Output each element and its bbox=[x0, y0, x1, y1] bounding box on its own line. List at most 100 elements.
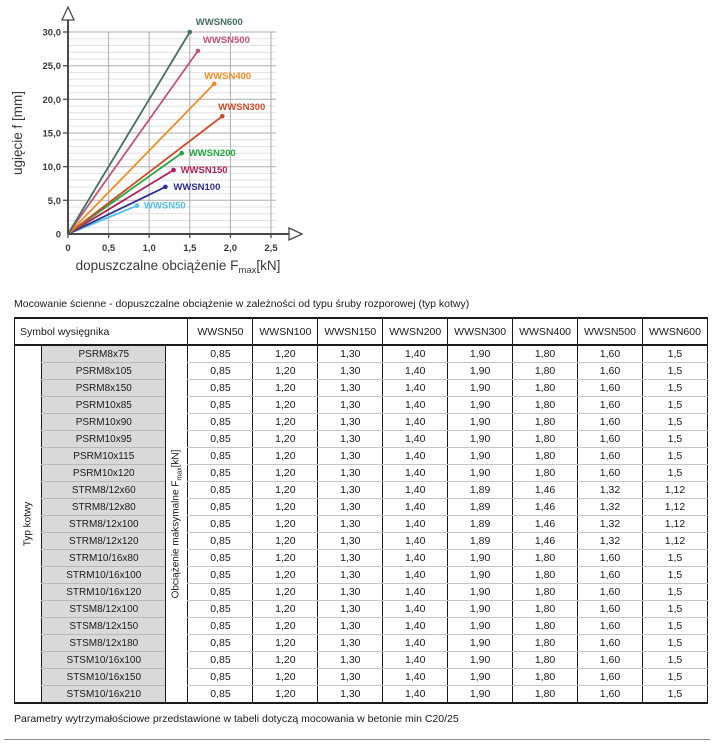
x-tick-label: 0,5 bbox=[102, 243, 116, 254]
x-tick-label: 2,5 bbox=[264, 243, 278, 254]
table-cell: 1,40 bbox=[382, 447, 448, 465]
table-cell: 1,40 bbox=[382, 685, 448, 704]
table-cell: 1,30 bbox=[317, 464, 383, 482]
table-cell: 0,85 bbox=[187, 498, 253, 516]
series-endpoint bbox=[195, 48, 201, 54]
table-cell: 1,90 bbox=[447, 549, 513, 567]
table-cell: 1,80 bbox=[512, 413, 578, 431]
x-tick-label: 1,0 bbox=[143, 243, 156, 254]
table-cell: 1,40 bbox=[382, 362, 448, 380]
anchor-type-label: STRM10/16x80 bbox=[41, 549, 166, 567]
table-row: STSM10/16x100 0,85 1,20 1,30 1,40 1,90 1,80 1,6… bbox=[15, 651, 709, 669]
table-cell: 1,30 bbox=[317, 515, 383, 533]
table-cell: 1,40 bbox=[382, 379, 448, 397]
table-row: STRM8/12x100 0,85 1,20 1,30 1,40 1,89 1,46 1,32… bbox=[15, 515, 709, 533]
table-cell: 1,80 bbox=[512, 583, 578, 601]
series-label: WWSN600 bbox=[196, 17, 243, 28]
table-cell: 1,89 bbox=[447, 532, 513, 550]
table-cell: 1,20 bbox=[252, 498, 318, 516]
series-label: WWSN200 bbox=[189, 148, 236, 159]
table-cell: 1,30 bbox=[317, 617, 383, 635]
table-cell: 1,60 bbox=[577, 430, 643, 448]
table-cell: 1,89 bbox=[447, 515, 513, 533]
table-cell: 1,30 bbox=[317, 481, 383, 499]
table-cell: 1,40 bbox=[382, 566, 448, 584]
table-cell: 1,40 bbox=[382, 549, 448, 567]
table-cell: 1,30 bbox=[317, 447, 383, 465]
series-label: WWSN100 bbox=[173, 182, 220, 193]
series-endpoint bbox=[220, 113, 225, 119]
series-label: WWSN500 bbox=[203, 35, 250, 46]
table-cell: 1,40 bbox=[382, 583, 448, 601]
series-endpoint bbox=[163, 184, 168, 190]
table-cell: 1,60 bbox=[577, 634, 643, 652]
table-row: Typ kotwy PSRM8x75 Obciążenie maksymalne F… bbox=[13, 345, 709, 704]
column-header-WWSN600: WWSN600 bbox=[641, 317, 709, 346]
y-tick-label: 15,0 bbox=[43, 129, 62, 140]
table-cell: 1,80 bbox=[512, 651, 578, 669]
table-cell: 1,40 bbox=[382, 651, 448, 669]
table-cell: 1,5 bbox=[641, 447, 709, 465]
x-tick-label: 1,5 bbox=[183, 243, 197, 254]
table-row: STRM8/12x60 0,85 1,20 1,30 1,40 1,89 1,46 1,32 1… bbox=[15, 481, 709, 499]
anchor-type-label: PSRM10x95 bbox=[41, 430, 166, 448]
table-cell: 1,40 bbox=[382, 515, 448, 533]
table-cell: 1,20 bbox=[252, 549, 318, 567]
table-cell: 1,30 bbox=[317, 396, 383, 414]
table-cell: 1,80 bbox=[512, 430, 578, 448]
series-label: WWSN300 bbox=[218, 102, 265, 113]
table-row: STRM10/16x120 0,85 1,20 1,30 1,40 1,90 1,80 1,6… bbox=[15, 583, 709, 601]
table-cell: 1,40 bbox=[382, 345, 448, 363]
table-cell: 1,40 bbox=[382, 532, 448, 550]
table-cell: 1,90 bbox=[447, 396, 513, 414]
column-header-WWSN100: WWSN100 bbox=[252, 317, 318, 346]
table-cell: 0,85 bbox=[187, 515, 253, 533]
values-group-label: Obciążenie maksymalne Fmax[kN] bbox=[165, 345, 188, 704]
row-group-label: Typ kotwy bbox=[13, 345, 42, 704]
table-cell: 0,85 bbox=[187, 532, 253, 550]
series-line bbox=[67, 83, 215, 235]
table-cell: 1,32 bbox=[577, 532, 643, 550]
table-cell: 1,20 bbox=[252, 617, 318, 635]
series-label: WWSN150 bbox=[181, 165, 228, 176]
table-cell: 0,85 bbox=[187, 447, 253, 465]
table-cell: 0,85 bbox=[187, 566, 253, 584]
table-cell: 1,20 bbox=[252, 583, 318, 601]
table-cell: 0,85 bbox=[187, 430, 253, 448]
table-row: PSRM10x90 0,85 1,20 1,30 1,40 1,90 1,80 1,60 1,5 bbox=[15, 413, 709, 431]
table-row: STSM10/16x210 0,85 1,20 1,30 1,40 1,90 1,80 1,6… bbox=[15, 685, 709, 704]
table-cell: 1,32 bbox=[577, 515, 643, 533]
y-axis-title: ugięcie f [mm] bbox=[10, 91, 25, 175]
table-row: PSRM8x150 0,85 1,20 1,30 1,40 1,90 1,80 1,60 1,5 bbox=[15, 379, 709, 397]
table-cell: 1,60 bbox=[577, 379, 643, 397]
table-cell: 1,30 bbox=[317, 379, 383, 397]
table-cell: 1,5 bbox=[641, 566, 709, 584]
table-row: PSRM8x105 0,85 1,20 1,30 1,40 1,90 1,80 1,60 1,5 bbox=[15, 362, 709, 380]
table-cell: 1,5 bbox=[641, 362, 709, 380]
table-cell: 1,20 bbox=[252, 362, 318, 380]
corner-header: Symbol wysięgnika bbox=[13, 317, 188, 346]
table-cell: 1,5 bbox=[641, 668, 709, 686]
table-cell: 1,30 bbox=[317, 566, 383, 584]
table-cell: 1,30 bbox=[317, 685, 383, 704]
series-line bbox=[67, 186, 166, 235]
table-cell: 0,85 bbox=[187, 685, 253, 704]
table-cell: 1,46 bbox=[512, 481, 578, 499]
table-cell: 1,80 bbox=[512, 617, 578, 635]
y-axis-arrow-icon bbox=[60, 5, 76, 21]
table-cell: 1,32 bbox=[577, 481, 643, 499]
table-cell: 1,20 bbox=[252, 600, 318, 618]
table-cell: 1,60 bbox=[577, 566, 643, 584]
table-cell: 1,60 bbox=[577, 447, 643, 465]
y-tick-label: 25,0 bbox=[43, 61, 62, 72]
table-cell: 1,30 bbox=[317, 651, 383, 669]
table-cell: 1,80 bbox=[512, 549, 578, 567]
table-cell: 1,90 bbox=[447, 668, 513, 686]
table-cell: 1,90 bbox=[447, 379, 513, 397]
table-cell: 1,40 bbox=[382, 413, 448, 431]
anchor-type-label: STSM8/12x100 bbox=[41, 600, 166, 618]
x-tick-label: 2,0 bbox=[224, 243, 237, 254]
anchor-type-label: STRM10/16x120 bbox=[41, 583, 166, 601]
table-cell: 1,20 bbox=[252, 481, 318, 499]
chart-svg: WWSN50 WWSN100 WWSN150 WWSN200 WWSN300 WWSN40… bbox=[10, 5, 304, 276]
